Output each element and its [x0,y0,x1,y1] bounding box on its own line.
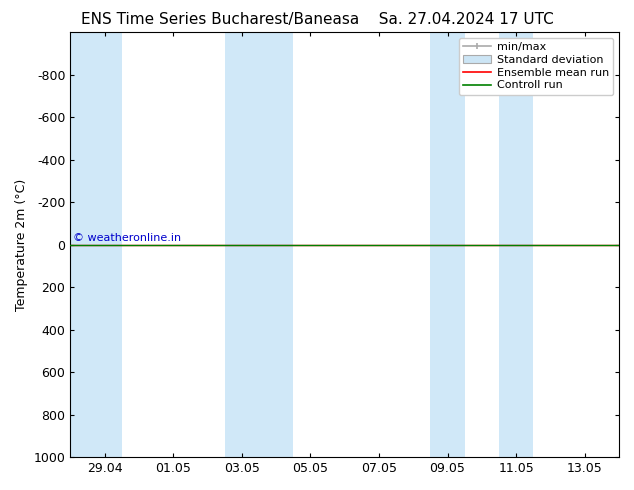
Y-axis label: Temperature 2m (°C): Temperature 2m (°C) [15,178,28,311]
Bar [70,32,122,457]
Bar [499,32,533,457]
Bar [430,32,465,457]
Text: © weatheronline.in: © weatheronline.in [73,233,181,243]
Legend: min/max, Standard deviation, Ensemble mean run, Controll run: min/max, Standard deviation, Ensemble me… [459,38,614,95]
Text: ENS Time Series Bucharest/Baneasa    Sa. 27.04.2024 17 UTC: ENS Time Series Bucharest/Baneasa Sa. 27… [81,12,553,27]
Bar [224,32,259,457]
Bar [259,32,293,457]
